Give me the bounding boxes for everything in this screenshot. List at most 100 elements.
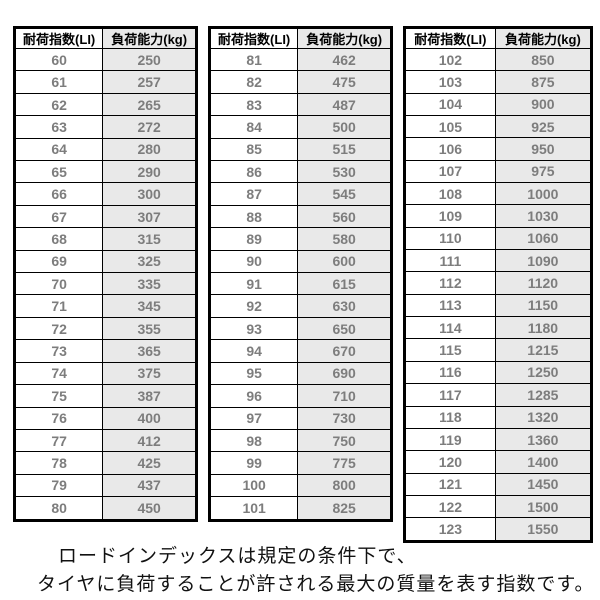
load-capacity-cell: 300	[102, 182, 197, 206]
table-row: 93 650	[208, 316, 392, 341]
table-row: 91 615	[208, 272, 392, 296]
table-row: 105 925	[404, 115, 593, 139]
load-index-cell: 98	[208, 428, 299, 453]
header-row: 耐荷指数(LI) 負荷能力(kg)	[404, 27, 593, 49]
load-index-cell: 90	[208, 249, 299, 274]
load-index-cell: 87	[208, 182, 299, 206]
load-index-cell: 113	[404, 293, 496, 318]
load-index-cell: 71	[13, 294, 104, 318]
load-index-cell: 93	[208, 316, 299, 341]
load-capacity-cell: 710	[297, 384, 392, 408]
load-index-cell: 108	[404, 182, 496, 206]
load-index-cell: 120	[404, 450, 496, 474]
load-index-cell: 95	[208, 361, 299, 386]
table-row: 92 630	[208, 294, 392, 318]
load-index-cell: 123	[404, 517, 496, 542]
table-row: 80 450	[13, 496, 197, 521]
load-capacity-cell: 615	[297, 272, 392, 296]
load-index-cell: 80	[13, 496, 104, 521]
table-row: 90 600	[208, 249, 392, 274]
load-capacity-cell: 775	[297, 451, 392, 475]
load-index-cell: 111	[404, 249, 496, 273]
load-capacity-cell: 412	[102, 428, 197, 453]
load-capacity-cell: 257	[102, 70, 197, 94]
table-row: 87 545	[208, 182, 392, 206]
load-capacity-cell: 345	[102, 294, 197, 318]
table-row: 116 1250	[404, 360, 593, 385]
load-index-cell: 106	[404, 137, 496, 161]
load-capacity-cell: 1180	[494, 316, 593, 340]
load-capacity-cell: 315	[102, 227, 197, 251]
table-row: 113 1150	[404, 293, 593, 318]
load-capacity-cell: 580	[297, 227, 392, 251]
load-capacity-cell: 670	[297, 339, 392, 363]
load-index-cell: 63	[13, 115, 104, 139]
load-index-table-1: 耐荷指数(LI) 負荷能力(kg) 60 250 61 257 62 265 63 272 64 2…	[13, 26, 198, 522]
table-row: 85 515	[208, 137, 392, 162]
table-row: 75 387	[13, 384, 197, 408]
table-row: 109 1030	[404, 204, 593, 228]
load-index-cell: 77	[13, 428, 104, 453]
load-capacity-cell: 825	[297, 496, 392, 521]
load-capacity-cell: 1550	[494, 517, 593, 542]
load-index-cell: 102	[404, 47, 496, 72]
load-index-cell: 82	[208, 70, 299, 94]
load-capacity-cell: 545	[297, 182, 392, 206]
load-index-table-2-grid: 耐荷指数(LI) 負荷能力(kg) 81 462 82 475 83 487 84 500 85 5…	[208, 26, 393, 522]
table-row: 112 1120	[404, 271, 593, 295]
load-capacity-cell: 850	[494, 47, 593, 72]
load-capacity-cell: 800	[297, 473, 392, 498]
load-capacity-cell: 335	[102, 272, 197, 296]
load-capacity-cell: 1250	[494, 360, 593, 385]
load-index-cell: 60	[13, 47, 104, 72]
load-index-cell: 68	[13, 227, 104, 251]
table-row: 119 1360	[404, 427, 593, 452]
table-row: 63 272	[13, 115, 197, 139]
load-capacity-cell: 265	[102, 92, 197, 117]
table-row: 94 670	[208, 339, 392, 363]
load-index-cell: 88	[208, 204, 299, 229]
load-index-cell: 67	[13, 204, 104, 229]
load-index-table-3-grid: 耐荷指数(LI) 負荷能力(kg) 102 850 103 875 104 900 105 92…	[403, 26, 593, 543]
load-capacity-cell: 530	[297, 160, 392, 184]
table-row: 118 1320	[404, 405, 593, 429]
table-row: 99 775	[208, 451, 392, 475]
table-row: 71 345	[13, 294, 197, 318]
table-row: 67 307	[13, 204, 197, 229]
table-row: 65 290	[13, 160, 197, 184]
load-capacity-cell: 950	[494, 137, 593, 161]
load-capacity-cell: 487	[297, 92, 392, 117]
load-index-cell: 101	[208, 496, 299, 521]
load-capacity-cell: 1500	[494, 494, 593, 519]
load-index-cell: 118	[404, 405, 496, 429]
load-index-cell: 74	[13, 361, 104, 386]
table-row: 106 950	[404, 137, 593, 161]
table-row: 78 425	[13, 451, 197, 475]
load-capacity-cell: 1215	[494, 338, 593, 362]
load-capacity-cell: 750	[297, 428, 392, 453]
load-capacity-cell: 1360	[494, 427, 593, 452]
table-row: 96 710	[208, 384, 392, 408]
table-row: 98 750	[208, 428, 392, 453]
load-capacity-cell: 975	[494, 159, 593, 184]
table-row: 95 690	[208, 361, 392, 386]
load-index-cell: 110	[404, 226, 496, 251]
table-row: 114 1180	[404, 316, 593, 340]
load-capacity-cell: 1285	[494, 383, 593, 407]
caption: ロードインデックスは規定の条件下で、 タイヤに負荷することが許される最大の質量を…	[0, 543, 600, 599]
load-capacity-cell: 475	[297, 70, 392, 94]
load-index-cell: 97	[208, 406, 299, 430]
load-capacity-cell: 690	[297, 361, 392, 386]
load-index-cell: 114	[404, 316, 496, 340]
table-row: 108 1000	[404, 182, 593, 206]
header-row: 耐荷指数(LI) 負荷能力(kg)	[13, 27, 197, 49]
table-row: 86 530	[208, 160, 392, 184]
table-row: 120 1400	[404, 450, 593, 474]
load-index-cell: 109	[404, 204, 496, 228]
load-index-cell: 100	[208, 473, 299, 498]
load-index-cell: 73	[13, 339, 104, 363]
table-row: 81 462	[208, 47, 392, 72]
load-capacity-cell: 515	[297, 137, 392, 162]
load-index-cell: 117	[404, 383, 496, 407]
